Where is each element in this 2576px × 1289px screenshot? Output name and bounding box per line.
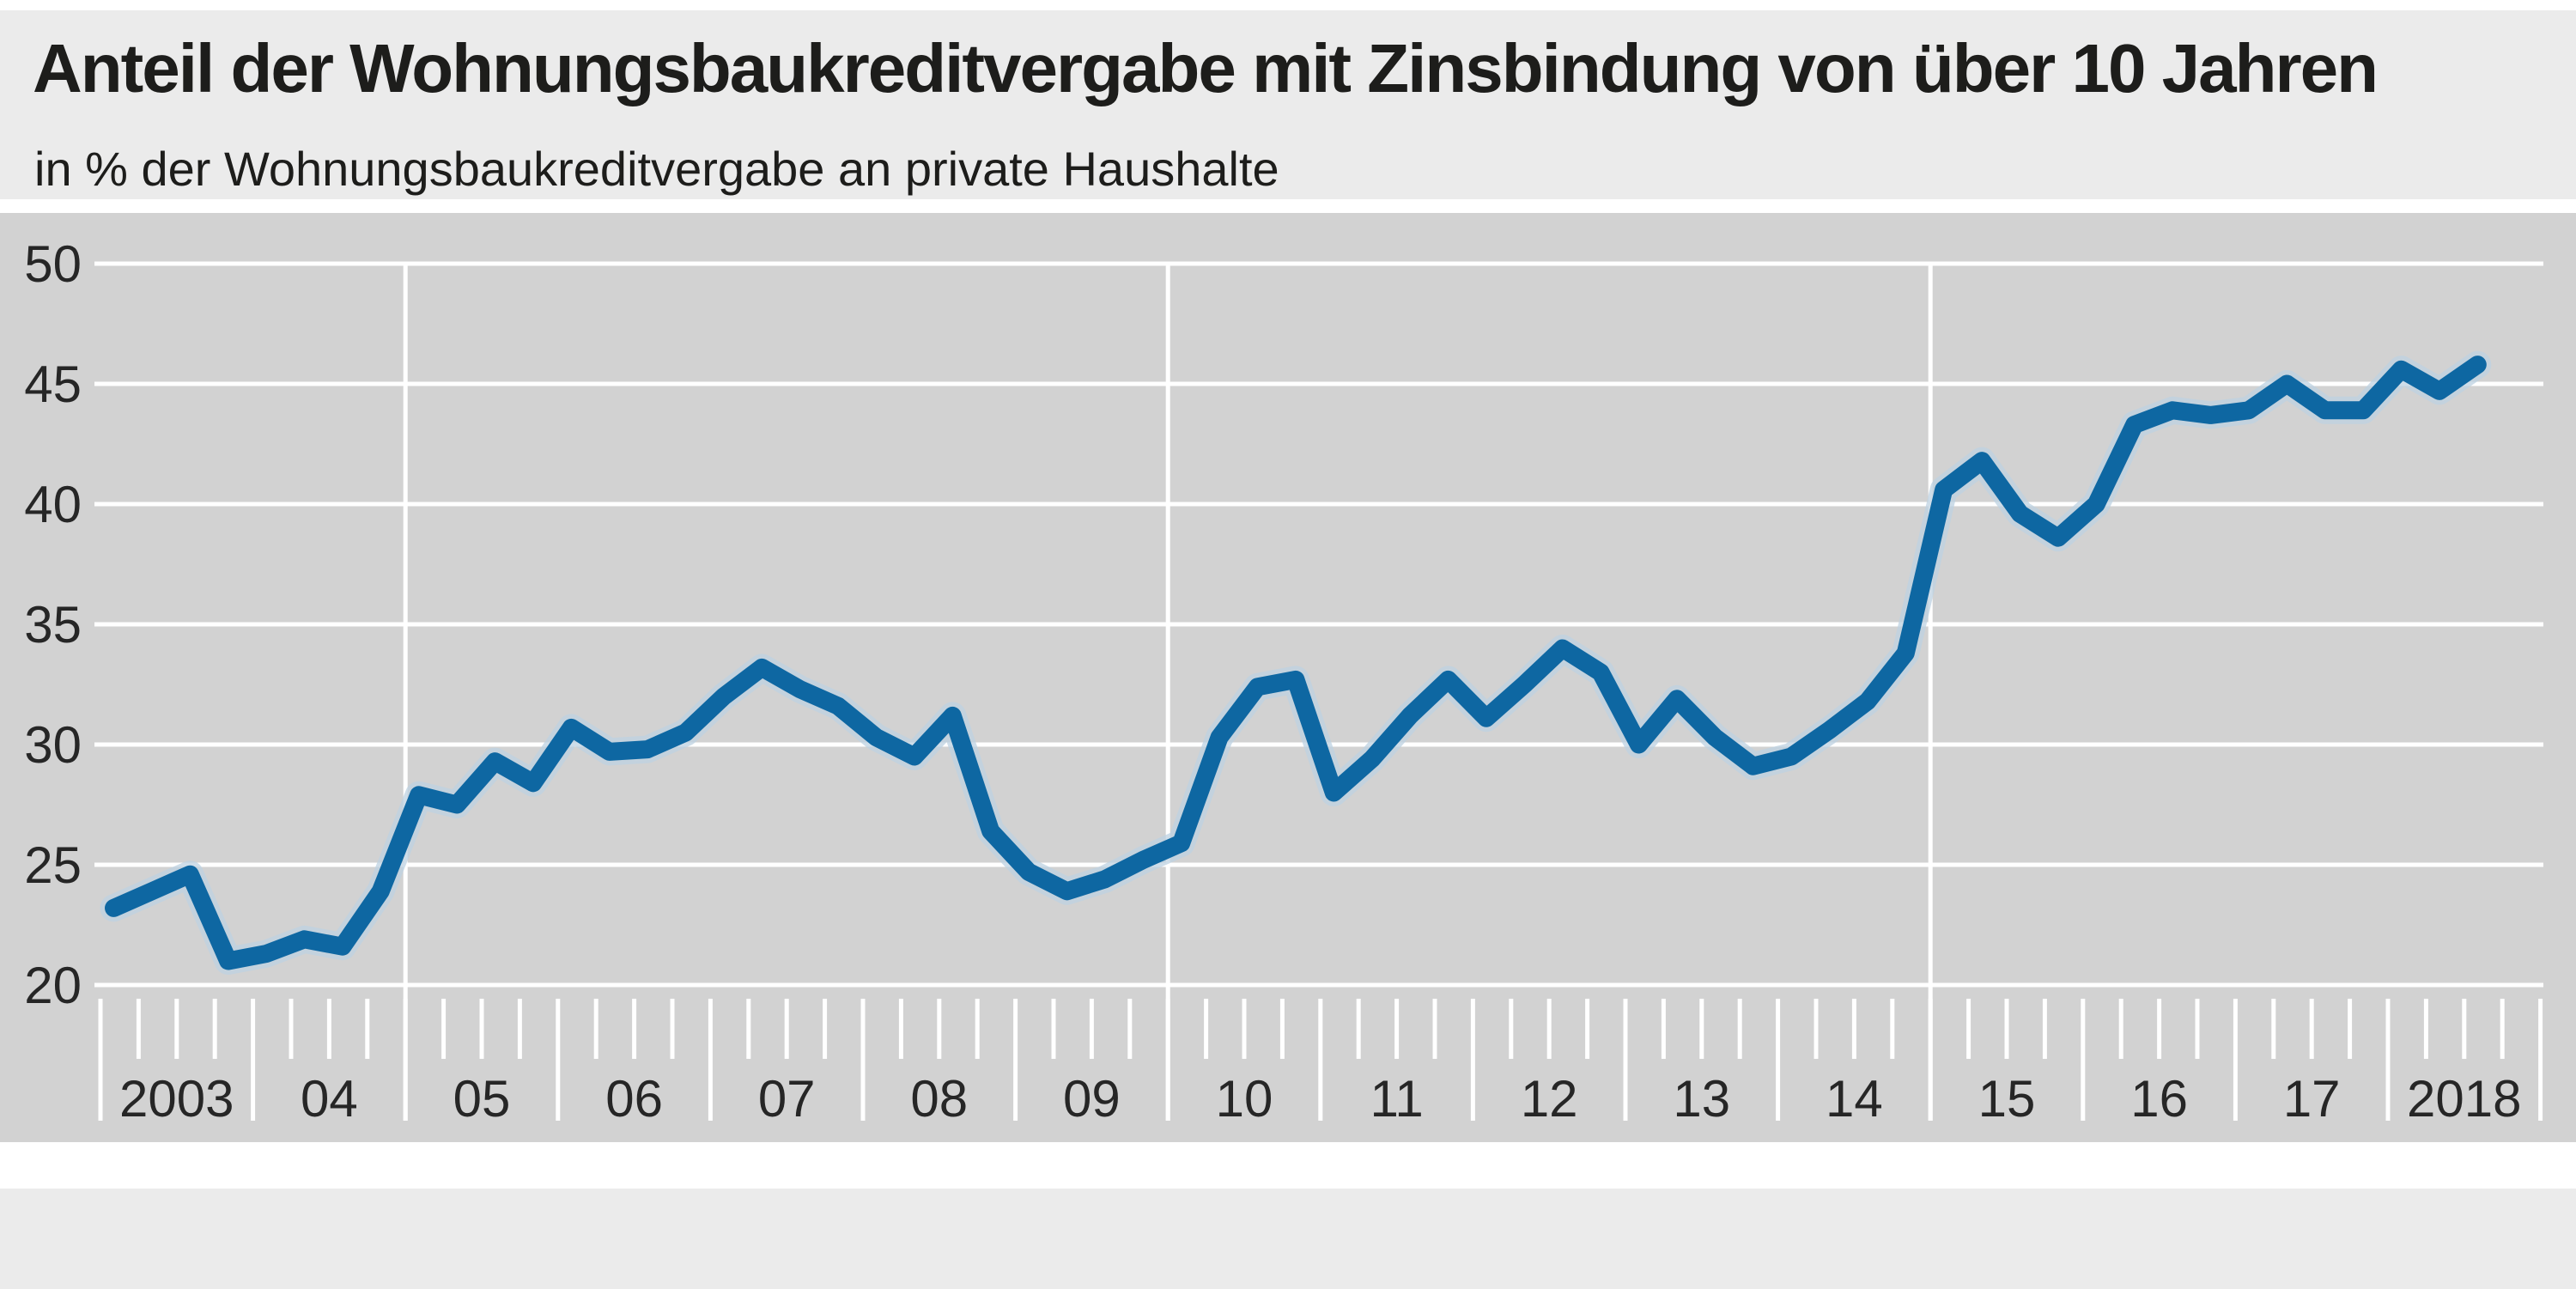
y-axis-label-50: 50 (24, 235, 82, 293)
header-band: Anteil der Wohnungsbaukreditvergabe mit … (0, 10, 2576, 199)
x-axis-label-11: 11 (1370, 1070, 1423, 1128)
x-axis-label-08: 08 (910, 1070, 968, 1128)
y-axis-label-45: 45 (24, 356, 82, 413)
chart-line (105, 356, 2487, 970)
plot-panel: 20 25 30 35 40 45 50 2003 04 05 06 07 08 09 10 11 12 13 14… (0, 213, 2576, 1142)
x-axis-label-05: 05 (453, 1070, 511, 1128)
x-axis-label-12: 12 (1521, 1070, 1578, 1128)
x-axis-label-10: 10 (1216, 1070, 1273, 1128)
x-axis-label-06: 06 (605, 1070, 663, 1128)
x-axis-label-17: 17 (2283, 1070, 2341, 1128)
x-axis-label-07: 07 (758, 1070, 816, 1128)
y-axis-label-25: 25 (24, 836, 82, 894)
y-axis-label-35: 35 (24, 596, 82, 654)
chart-subtitle: in % der Wohnungsbaukreditvergabe an pri… (34, 142, 1279, 196)
x-axis-label-04: 04 (301, 1070, 358, 1128)
y-axis-label-30: 30 (24, 716, 82, 774)
y-axis-label-40: 40 (24, 476, 82, 533)
x-axis-label-2003: 2003 (119, 1070, 234, 1128)
x-axis-label-13: 13 (1673, 1070, 1730, 1128)
x-axis-label-15: 15 (1978, 1070, 2036, 1128)
y-axis-label-20: 20 (24, 957, 82, 1014)
x-axis-label-14: 14 (1826, 1070, 1883, 1128)
x-axis-label-2018: 2018 (2407, 1070, 2521, 1128)
footer-band: Deutsche Bundesbank (0, 1189, 2576, 1289)
line-chart: 20 25 30 35 40 45 50 2003 04 05 06 07 08 09 10 11 12 13 14… (24, 235, 2543, 1128)
x-axis-label-09: 09 (1063, 1070, 1121, 1128)
x-axis-label-16: 16 (2130, 1070, 2188, 1128)
chart-title: Anteil der Wohnungsbaukreditvergabe mit … (33, 30, 2379, 106)
